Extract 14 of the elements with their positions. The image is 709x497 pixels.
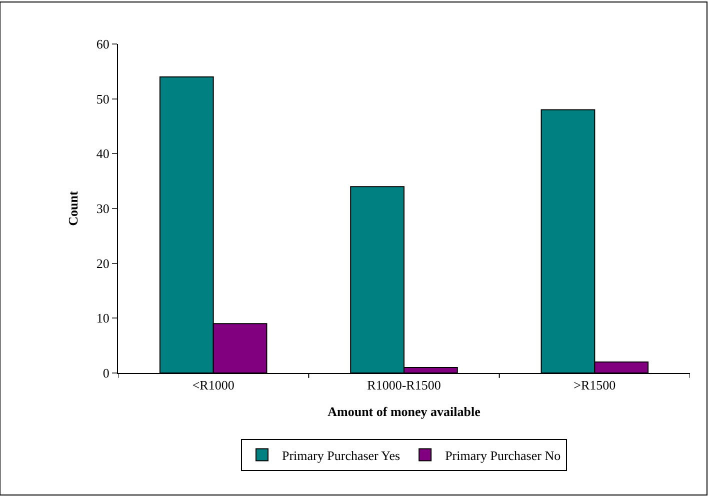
y-tick-label: 20 [96, 256, 110, 271]
legend-label: Primary Purchaser No [445, 448, 561, 463]
y-tick-label: 10 [96, 310, 110, 326]
y-tick-label: 0 [102, 366, 110, 381]
legend-label: Primary Purchaser Yes [282, 448, 400, 463]
x-tick-label: <R1000 [192, 378, 234, 393]
y-tick-label: 40 [96, 146, 110, 162]
y-tick-label: 60 [96, 36, 110, 52]
y-axis-title: Count [65, 190, 80, 226]
x-axis-title: Amount of money available [328, 404, 481, 420]
y-tick-label: 30 [96, 201, 110, 216]
y-tick-label: 50 [96, 91, 110, 106]
x-tick-label: R1000-R1500 [367, 378, 441, 393]
x-tick-label: >R1500 [574, 378, 616, 393]
